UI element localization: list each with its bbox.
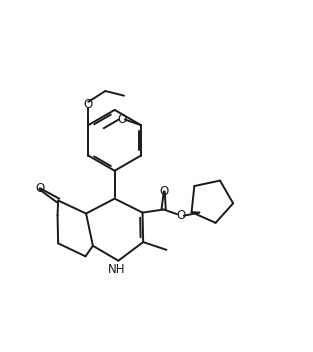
Text: O: O [176,209,185,222]
Text: O: O [117,113,126,126]
Text: O: O [160,185,169,198]
Text: O: O [84,99,93,112]
Text: NH: NH [108,263,126,276]
Text: O: O [35,182,44,195]
